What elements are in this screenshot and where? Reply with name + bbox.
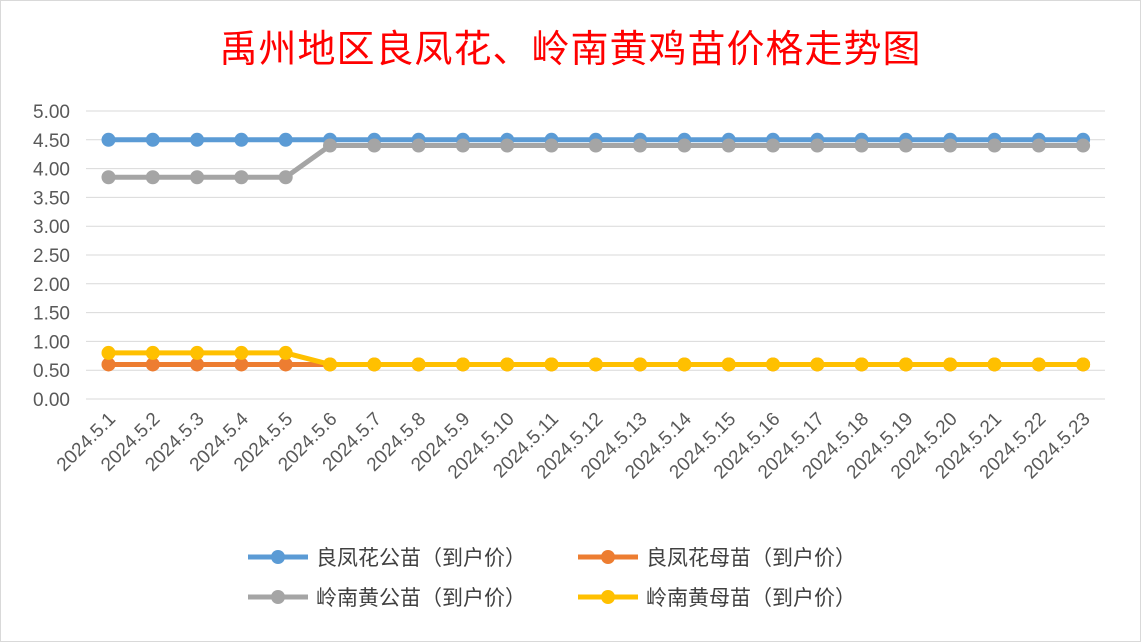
- data-point: [810, 357, 825, 372]
- data-point: [455, 357, 470, 372]
- data-point: [367, 138, 382, 153]
- legend-item: 良凤花公苗（到户价）: [248, 546, 526, 570]
- legend-swatch-marker: [601, 550, 615, 564]
- y-tick-label: 5.00: [33, 102, 70, 123]
- data-point: [190, 357, 205, 372]
- data-point: [278, 170, 293, 185]
- x-axis: 2024.5.12024.5.22024.5.32024.5.42024.5.5…: [53, 408, 1095, 483]
- data-point: [721, 138, 736, 153]
- data-point: [810, 138, 825, 153]
- data-point: [190, 345, 205, 360]
- series-group: [101, 132, 1091, 372]
- data-point: [898, 357, 913, 372]
- legend-swatch-marker: [271, 550, 285, 564]
- data-point: [677, 357, 692, 372]
- legend-item: 良凤花母苗（到户价）: [578, 546, 856, 570]
- data-point: [677, 138, 692, 153]
- data-point: [987, 138, 1002, 153]
- data-point: [1031, 357, 1046, 372]
- data-point: [854, 138, 869, 153]
- data-point: [943, 357, 958, 372]
- chart-title: 禹州地区良凤花、岭南黄鸡苗价格走势图: [219, 27, 922, 71]
- data-point: [367, 357, 382, 372]
- y-tick-label: 0.00: [33, 390, 70, 411]
- data-point: [544, 138, 559, 153]
- legend-label: 岭南黄母苗（到户价）: [646, 586, 856, 610]
- data-point: [500, 138, 515, 153]
- legend-label: 良凤花母苗（到户价）: [646, 546, 856, 570]
- data-point: [766, 357, 780, 372]
- data-point: [278, 132, 293, 147]
- y-tick-label: 4.00: [33, 160, 70, 181]
- data-point: [588, 138, 603, 153]
- data-point: [234, 170, 249, 185]
- data-point: [766, 138, 780, 153]
- data-point: [588, 357, 603, 372]
- data-point: [943, 138, 958, 153]
- data-point: [145, 345, 160, 360]
- data-point: [633, 138, 648, 153]
- data-point: [190, 170, 205, 185]
- legend-item: 岭南黄母苗（到户价）: [578, 586, 856, 610]
- data-point: [500, 357, 515, 372]
- y-tick-label: 1.50: [33, 304, 70, 325]
- y-tick-label: 3.00: [33, 217, 70, 238]
- data-point: [633, 357, 648, 372]
- data-point: [101, 170, 116, 185]
- data-point: [234, 357, 249, 372]
- data-point: [323, 138, 337, 153]
- data-point: [278, 357, 293, 372]
- series-4: [101, 345, 1091, 372]
- data-point: [544, 357, 559, 372]
- data-point: [278, 345, 293, 360]
- data-point: [101, 345, 116, 360]
- data-point: [1076, 138, 1091, 153]
- data-point: [101, 357, 116, 372]
- data-point: [145, 132, 160, 147]
- data-point: [898, 138, 913, 153]
- legend-item: 岭南黄公苗（到户价）: [248, 586, 526, 610]
- series-3: [101, 138, 1091, 185]
- legend-swatch-marker: [271, 590, 285, 604]
- y-tick-label: 2.00: [33, 275, 70, 296]
- data-point: [854, 357, 869, 372]
- y-tick-label: 0.50: [33, 361, 70, 382]
- data-point: [101, 132, 116, 147]
- data-point: [234, 132, 249, 147]
- y-tick-label: 2.50: [33, 246, 70, 267]
- data-point: [411, 138, 426, 153]
- data-point: [145, 170, 160, 185]
- data-point: [145, 357, 160, 372]
- data-point: [323, 357, 337, 372]
- data-point: [987, 357, 1002, 372]
- legend-label: 岭南黄公苗（到户价）: [316, 586, 526, 610]
- y-tick-label: 4.50: [33, 131, 70, 152]
- legend-label: 良凤花公苗（到户价）: [316, 546, 526, 570]
- data-point: [1076, 357, 1091, 372]
- legend: 良凤花公苗（到户价） 良凤花母苗（到户价） 岭南黄公苗（到户价） 岭南黄母苗（到户价）: [248, 546, 856, 610]
- data-point: [234, 345, 249, 360]
- y-axis: 0.00 0.50 1.00 1.50 2.00 2.50 3.00 3.50 4.00 4.50…: [33, 102, 70, 411]
- y-tick-label: 1.00: [33, 332, 70, 353]
- data-point: [721, 357, 736, 372]
- data-point: [411, 357, 426, 372]
- data-point: [1031, 138, 1046, 153]
- y-tick-label: 3.50: [33, 188, 70, 209]
- data-point: [190, 132, 205, 147]
- data-point: [455, 138, 470, 153]
- legend-swatch-marker: [601, 590, 615, 604]
